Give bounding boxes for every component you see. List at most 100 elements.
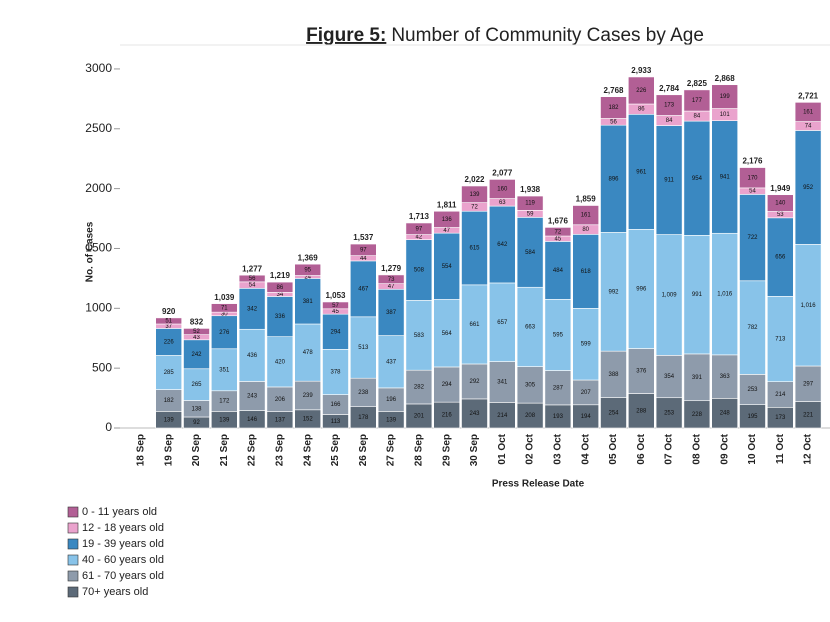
total-label: 1,811 [437, 200, 457, 209]
bar-segment [683, 89, 711, 112]
bar-segment [766, 296, 794, 382]
segment-label: 508 [414, 268, 425, 274]
segment-label: 199 [720, 94, 731, 100]
segment-label: 37 [165, 324, 172, 330]
segment-label: 47 [388, 284, 395, 290]
segment-label: 992 [608, 289, 619, 295]
segment-label: 952 [803, 185, 814, 191]
bar-segment [266, 336, 294, 388]
segment-label: 911 [664, 178, 674, 184]
x-tick-label: 24 Sep [302, 434, 313, 466]
x-tick-label: 18 Sep [136, 434, 147, 466]
segment-label: 341 [497, 380, 508, 386]
segment-label: 59 [527, 211, 534, 217]
segment-label: 72 [471, 205, 478, 211]
segment-label: 52 [193, 329, 200, 335]
chart-title: Figure 5: Number of Community Cases by Ag… [306, 25, 704, 46]
bar-segment [266, 386, 294, 412]
bar-segment [349, 316, 377, 379]
bar-segment [655, 94, 683, 116]
segment-label: 381 [303, 299, 314, 305]
segment-label: 239 [303, 393, 314, 399]
total-label: 1,938 [520, 185, 541, 194]
bar-segment [377, 335, 405, 389]
segment-label: 583 [414, 333, 425, 339]
segment-label: 72 [555, 229, 562, 235]
segment-label: 513 [358, 345, 369, 351]
bar-segment [711, 84, 739, 109]
total-label: 1,053 [325, 291, 346, 300]
bar-segment [238, 328, 266, 382]
segment-label: 57 [332, 303, 339, 309]
segment-label: 484 [553, 268, 564, 274]
x-tick-label: 19 Sep [163, 434, 174, 466]
segment-label: 243 [469, 411, 480, 417]
x-tick-label: 01 Oct [497, 433, 508, 464]
segment-label: 34 [277, 292, 284, 298]
segment-label: 152 [303, 416, 314, 422]
segment-label: 193 [553, 414, 564, 420]
segment-label: 74 [805, 124, 812, 130]
segment-label: 378 [330, 370, 341, 376]
bar-segment [544, 227, 572, 237]
total-label: 1,279 [381, 264, 402, 273]
segment-label: 226 [164, 340, 175, 346]
segment-label: 467 [358, 286, 369, 292]
segment-label: 136 [442, 217, 453, 223]
segment-label: 173 [775, 415, 786, 421]
bar-segment [405, 403, 433, 429]
segment-label: 265 [191, 382, 202, 388]
total-label: 1,039 [214, 293, 235, 302]
segment-label: 595 [553, 333, 564, 339]
total-label: 2,022 [464, 175, 485, 184]
bar-segment [349, 243, 377, 256]
segment-label: 615 [469, 246, 480, 252]
segment-label: 228 [692, 412, 703, 418]
segment-label: 663 [525, 325, 536, 331]
total-label: 2,784 [659, 84, 680, 93]
title-text: Number of Community Cases by Age [391, 25, 704, 46]
bar-segment [766, 194, 794, 212]
bar-segment [572, 234, 600, 309]
segment-label: 436 [247, 353, 258, 359]
bar-segment [794, 102, 822, 122]
bar-segment [544, 241, 572, 300]
total-label: 1,277 [242, 264, 263, 273]
segment-label: 63 [499, 200, 506, 206]
segment-label: 97 [416, 226, 423, 232]
bar-segment [211, 348, 238, 392]
segment-label: 242 [191, 352, 202, 358]
segment-label: 656 [775, 255, 786, 261]
segment-label: 182 [608, 105, 619, 111]
bar-segment [655, 234, 683, 356]
bar-segment [405, 222, 433, 235]
segment-label: 661 [469, 322, 480, 328]
bar-segment [766, 381, 794, 408]
segment-label: 139 [386, 417, 397, 423]
segment-label: 253 [664, 410, 675, 416]
segment-label: 599 [581, 342, 592, 348]
segment-label: 44 [360, 256, 367, 262]
x-tick-label: 07 Oct [664, 433, 675, 464]
total-label: 920 [162, 307, 176, 316]
y-tick-label: 2500 [85, 121, 112, 135]
segment-label: 113 [331, 419, 341, 425]
segment-label: 722 [747, 235, 758, 241]
segment-label: 119 [525, 201, 535, 207]
legend-label: 40 - 60 years old [82, 554, 164, 566]
x-tick-label: 02 Oct [525, 433, 536, 464]
y-tick-label: 3000 [85, 61, 112, 75]
bar-segment [266, 281, 294, 293]
segment-label: 214 [775, 392, 786, 398]
total-label: 2,077 [492, 169, 513, 178]
segment-label: 84 [694, 114, 701, 120]
segment-label: 618 [581, 269, 592, 275]
x-tick-label: 22 Sep [247, 434, 258, 466]
bar-segment [294, 323, 322, 382]
bar-segment [238, 274, 266, 283]
segment-label: 243 [247, 394, 258, 400]
bar-segment [433, 401, 461, 429]
segment-label: 30 [221, 312, 228, 318]
segment-label: 24 [304, 275, 311, 281]
legend-label: 12 - 18 years old [82, 522, 164, 534]
